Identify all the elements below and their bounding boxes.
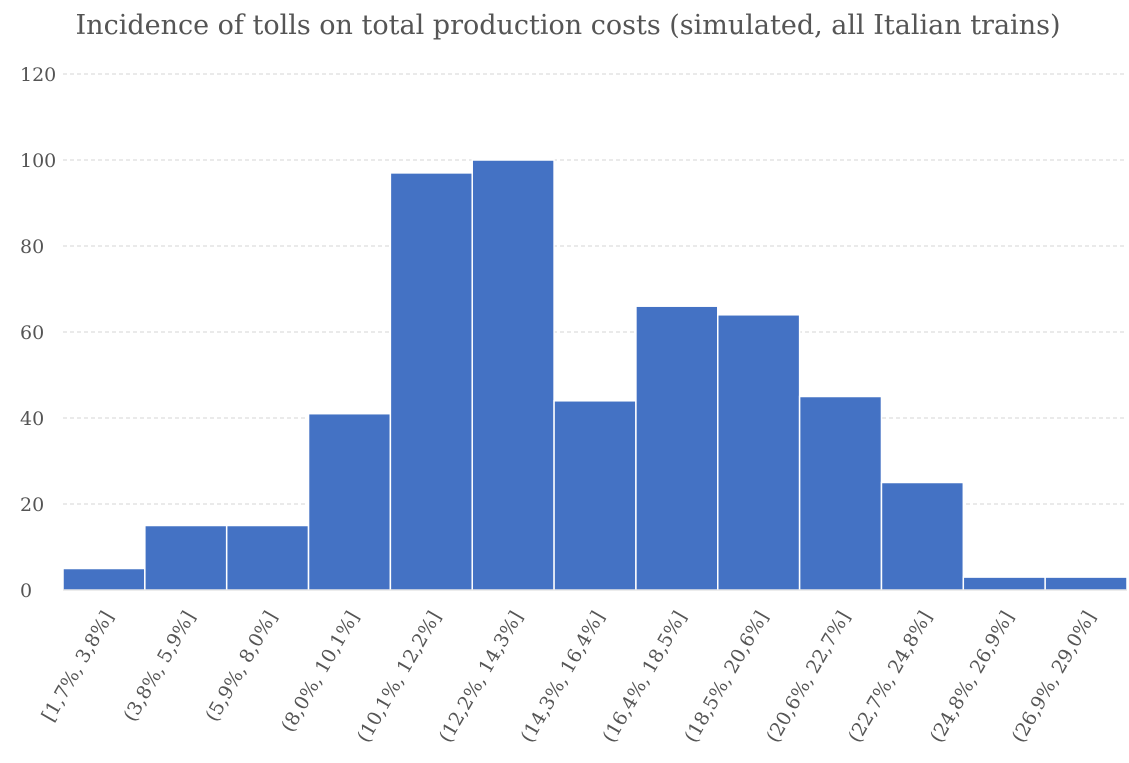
x-tick-label: (24,8%, 26,9%]	[926, 607, 1019, 746]
bar-9	[798, 395, 883, 591]
bar-10	[880, 481, 965, 591]
x-tick-label: (16,4%, 18,5%]	[598, 608, 691, 747]
x-tick-label: (10,1%, 12,2%]	[353, 608, 446, 747]
bar-0	[62, 567, 146, 591]
x-tick-label: (20,6%, 22,7%]	[762, 608, 855, 747]
y-tick-label: 60	[20, 322, 44, 344]
x-tick-label: (3,8%, 5,9%]	[119, 608, 200, 726]
y-tick-label: 80	[20, 236, 44, 258]
bar-4	[389, 172, 473, 591]
x-tick-label: (26,9%, 29,0%]	[1008, 608, 1101, 747]
bar-1	[144, 524, 228, 591]
x-tick-label: (5,9%, 8,0%]	[201, 608, 282, 726]
y-tick-label: 100	[20, 150, 56, 172]
x-tick-label: [1,7%, 3,8%]	[37, 608, 118, 726]
x-tick-label: (12,2%, 14,3%]	[435, 608, 528, 747]
y-tick-label: 120	[20, 64, 56, 86]
chart-title: Incidence of tolls on total production c…	[76, 10, 1061, 41]
y-tick-label: 40	[20, 408, 44, 430]
bar-6	[553, 400, 637, 591]
x-tick-label: (14,3%, 16,4%]	[516, 608, 609, 747]
bar-11	[962, 576, 1046, 591]
bar-3	[307, 412, 392, 591]
bar-2	[225, 524, 310, 591]
bar-7	[635, 305, 719, 591]
x-tick-label: (22,7%, 24,8%]	[844, 608, 937, 747]
bar-8	[717, 314, 801, 591]
bar-12	[1044, 576, 1128, 591]
y-tick-label: 20	[20, 494, 44, 516]
bars	[62, 159, 1128, 591]
x-tick-label: (8,0%, 10,1%]	[277, 608, 364, 736]
y-tick-label: 0	[20, 580, 32, 602]
y-axis-ticks: 0 20 40 60 80 100 120	[20, 64, 56, 602]
x-tick-label: (18,5%, 20,6%]	[680, 608, 773, 747]
bar-5	[471, 159, 555, 591]
x-axis-ticks: [1,7%, 3,8%] (3,8%, 5,9%] (5,9%, 8,0%](8,0…	[37, 607, 1100, 746]
